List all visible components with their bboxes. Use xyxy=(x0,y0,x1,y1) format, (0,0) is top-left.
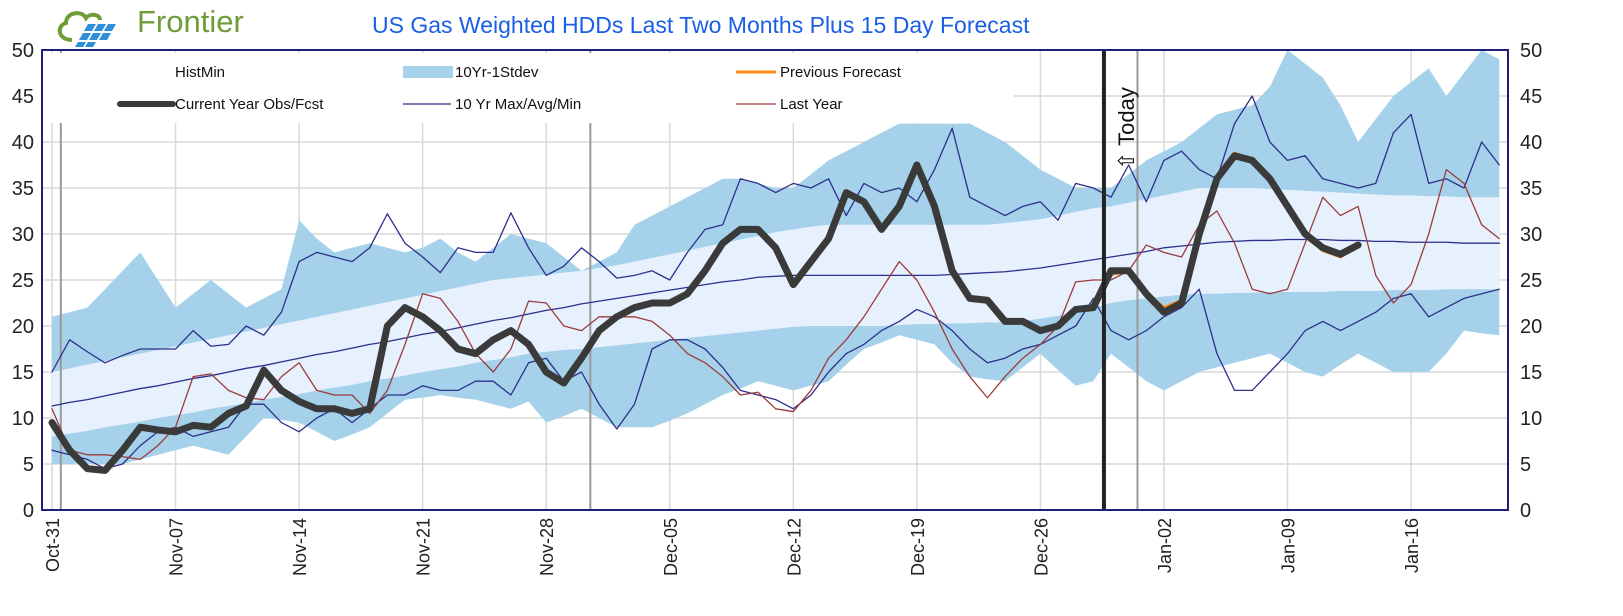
frontier-cloud-logo-icon xyxy=(57,11,116,47)
y-tick-label-left: 20 xyxy=(12,316,34,338)
tenyr-min-line xyxy=(51,288,1500,470)
tenyr-max-line xyxy=(51,95,1500,373)
today-label: ⇧ Today xyxy=(1114,87,1139,170)
y-tick-label-right: 5 xyxy=(1520,454,1531,476)
legend-label-current: Current Year Obs/Fcst xyxy=(175,96,324,113)
y-tick-label-left: 0 xyxy=(23,500,34,522)
x-tick-label: Nov-07 xyxy=(167,518,187,576)
y-tick-label-left: 5 xyxy=(23,454,34,476)
tenyr-avg-line xyxy=(51,238,1500,407)
x-tick-label: Dec-26 xyxy=(1031,518,1051,576)
y-tick-label-right: 0 xyxy=(1520,500,1531,522)
x-tick-label: Nov-14 xyxy=(290,518,310,576)
y-tick-label-right: 25 xyxy=(1520,270,1542,292)
x-tick-label: Dec-05 xyxy=(661,518,681,576)
frontier-logo-text: Frontier xyxy=(137,4,244,39)
y-tick-label-right: 50 xyxy=(1520,40,1542,62)
legend-background xyxy=(44,53,1014,123)
y-tick-label-left: 25 xyxy=(12,270,34,292)
y-tick-label-left: 50 xyxy=(12,40,34,62)
x-tick-label: Nov-28 xyxy=(537,518,557,576)
y-tick-label-left: 40 xyxy=(12,132,34,154)
y-tick-label-right: 35 xyxy=(1520,178,1542,200)
x-tick-label: Jan-16 xyxy=(1402,518,1422,573)
y-tick-label-left: 30 xyxy=(12,224,34,246)
y-tick-label-right: 30 xyxy=(1520,224,1542,246)
y-tick-label-left: 15 xyxy=(12,362,34,384)
y-tick-label-left: 45 xyxy=(12,86,34,108)
x-tick-label: Jan-02 xyxy=(1155,518,1175,573)
legend-label-last-year: Last Year xyxy=(780,96,843,113)
x-tick-label: Nov-21 xyxy=(414,518,434,576)
y-tick-label-left: 10 xyxy=(12,408,34,430)
last-year-line xyxy=(51,168,1500,461)
x-tick-label: Jan-09 xyxy=(1279,518,1299,573)
x-tick-label: Dec-19 xyxy=(908,518,928,576)
legend-label-previous: Previous Forecast xyxy=(780,64,902,81)
legend-swatch-stdev xyxy=(403,66,453,78)
legend-label-tenyr: 10 Yr Max/Avg/Min xyxy=(455,96,581,113)
legend-label-stdev: 10Yr-1Stdev xyxy=(455,64,539,81)
plot-frame xyxy=(41,49,1509,511)
y-tick-label-right: 40 xyxy=(1520,132,1542,154)
y-tick-label-right: 10 xyxy=(1520,408,1542,430)
legend-label-histmin: HistMin xyxy=(175,64,225,81)
x-tick-label: Dec-12 xyxy=(784,518,804,576)
x-tick-label: Oct-31 xyxy=(43,518,63,572)
y-tick-label-right: 15 xyxy=(1520,362,1542,384)
current-year-line xyxy=(48,152,1362,474)
y-tick-label-left: 35 xyxy=(12,178,34,200)
y-tick-label-right: 20 xyxy=(1520,316,1542,338)
chart-title: US Gas Weighted HDDs Last Two Months Plu… xyxy=(372,12,1030,38)
y-tick-label-right: 45 xyxy=(1520,86,1542,108)
plot-area xyxy=(42,50,1508,510)
